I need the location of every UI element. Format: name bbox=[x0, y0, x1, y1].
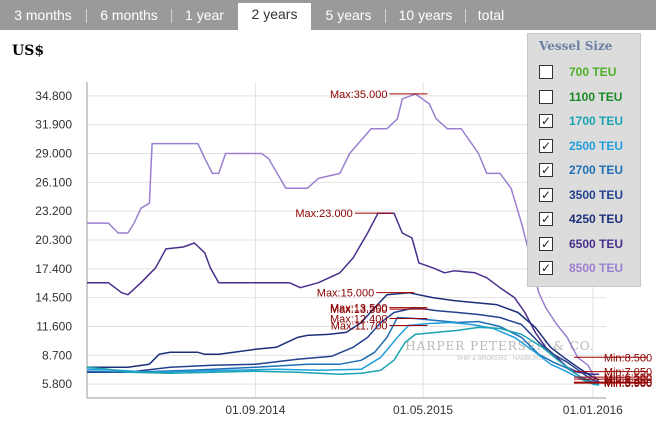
tab-6[interactable]: total bbox=[477, 7, 505, 23]
y-tick-label: 23.200 bbox=[35, 204, 72, 218]
tab-separator bbox=[171, 9, 172, 23]
tab-separator bbox=[465, 9, 466, 23]
legend-item[interactable]: ✓ 2500 TEU bbox=[539, 138, 639, 158]
tab-separator bbox=[385, 9, 386, 23]
y-tick-label: 34.800 bbox=[35, 89, 72, 103]
legend-item-label: 4250 TEU bbox=[569, 212, 624, 226]
legend-item[interactable]: ✓ 8500 TEU bbox=[539, 260, 639, 280]
watermark-tagline: SHIP & BROKERS · HAMBURG bbox=[457, 356, 544, 362]
tab-0[interactable]: 3 months bbox=[14, 7, 72, 23]
legend: Vessel Size 700 TEU 1100 TEU ✓ 1700 TEU ✓ 250… bbox=[527, 33, 641, 287]
legend-item[interactable]: ✓ 1700 TEU bbox=[539, 113, 639, 133]
legend-item[interactable]: 700 TEU bbox=[539, 64, 639, 84]
legend-item[interactable]: ✓ 2700 TEU bbox=[539, 162, 639, 182]
legend-item[interactable]: ✓ 4250 TEU bbox=[539, 211, 639, 231]
checkbox-checked-icon[interactable]: ✓ bbox=[539, 138, 553, 153]
annotation-label: Min:6.500 bbox=[604, 372, 652, 384]
series-line bbox=[86, 326, 600, 386]
period-tabs: 3 months 6 months 1 year 2 years 5 years 10 y… bbox=[0, 0, 656, 30]
annotation-label: Min:7.050 bbox=[604, 367, 652, 379]
series-line bbox=[86, 321, 600, 386]
annotation-label: Max:35.000 bbox=[330, 89, 387, 101]
legend-item-label: 6500 TEU bbox=[569, 236, 624, 251]
tab-1[interactable]: 6 months bbox=[100, 7, 158, 23]
tab-3[interactable]: 2 years bbox=[238, 3, 311, 30]
y-tick-label: 8.700 bbox=[42, 348, 72, 362]
annotation-label: Max:13.500 bbox=[330, 303, 387, 315]
y-tick-label: 17.400 bbox=[35, 262, 72, 276]
legend-item[interactable]: ✓ 6500 TEU bbox=[539, 236, 639, 256]
checkbox-checked-icon[interactable]: ✓ bbox=[539, 212, 553, 226]
legend-item-label: 2700 TEU bbox=[569, 163, 624, 177]
y-tick-label: 26.100 bbox=[35, 175, 72, 189]
legend-item-label: 2500 TEU bbox=[569, 138, 624, 153]
annotation-label: Max:13.350 bbox=[330, 304, 387, 316]
x-tick-label: 01.05.2015 bbox=[393, 403, 453, 417]
unit-label: US$ bbox=[12, 43, 45, 59]
y-tick-label: 14.500 bbox=[35, 291, 72, 305]
legend-title: Vessel Size bbox=[539, 39, 613, 53]
y-tick-label: 29.000 bbox=[35, 147, 72, 161]
checkbox-checked-icon[interactable]: ✓ bbox=[539, 163, 553, 177]
tab-separator bbox=[86, 9, 87, 23]
legend-item-label: 1100 TEU bbox=[569, 89, 623, 104]
tab-4[interactable]: 5 years bbox=[325, 7, 372, 23]
annotation-label: Min:5.950 bbox=[604, 378, 652, 390]
annotation-label: Max:12.400 bbox=[330, 314, 387, 326]
y-tick-label: 5.800 bbox=[42, 377, 72, 391]
tab-2[interactable]: 1 year bbox=[185, 7, 224, 23]
y-tick-label: 20.300 bbox=[35, 233, 72, 247]
checkbox-checked-icon[interactable]: ✓ bbox=[539, 187, 553, 202]
annotation-label: Max:11.700 bbox=[331, 320, 388, 332]
checkbox-unchecked-icon[interactable] bbox=[539, 65, 553, 79]
watermark-logo: HARPER PETERSEN & CO. bbox=[405, 339, 594, 353]
annotation-label: Max:23.000 bbox=[295, 208, 352, 220]
legend-item-label: 3500 TEU bbox=[569, 187, 624, 202]
legend-item[interactable]: 1100 TEU bbox=[539, 89, 639, 109]
annotation-label: Min:5.900 bbox=[604, 378, 652, 390]
x-tick-label: 01.01.2016 bbox=[563, 403, 623, 417]
y-tick-label: 11.600 bbox=[36, 319, 72, 333]
series-line bbox=[86, 316, 600, 384]
tab-5[interactable]: 10 years bbox=[398, 7, 453, 23]
legend-item-label: 1700 TEU bbox=[569, 114, 624, 128]
annotation-label: Max:15.000 bbox=[317, 288, 374, 300]
checkbox-checked-icon[interactable]: ✓ bbox=[539, 236, 553, 251]
checkbox-unchecked-icon[interactable] bbox=[539, 89, 553, 104]
legend-item-label: 700 TEU bbox=[569, 65, 617, 79]
checkbox-checked-icon[interactable]: ✓ bbox=[539, 114, 553, 128]
series-line bbox=[87, 291, 600, 381]
annotation-label: Min:8.500 bbox=[604, 352, 652, 364]
y-tick-label: 31.900 bbox=[35, 118, 72, 132]
legend-item-label: 8500 TEU bbox=[569, 261, 624, 275]
checkbox-checked-icon[interactable]: ✓ bbox=[539, 261, 553, 275]
legend-item[interactable]: ✓ 3500 TEU bbox=[539, 187, 639, 207]
x-tick-label: 01.09.2014 bbox=[225, 403, 285, 417]
